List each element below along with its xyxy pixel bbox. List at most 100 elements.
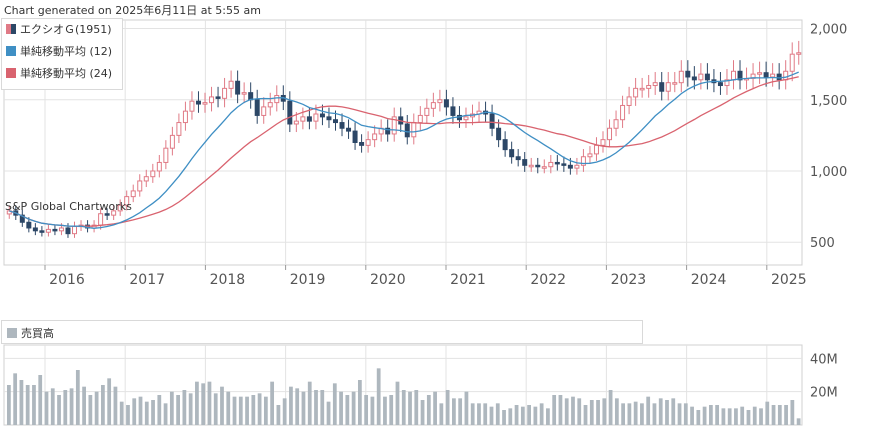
volume-bar [88, 395, 93, 425]
volume-bar [658, 398, 663, 425]
volume-bar [633, 401, 638, 425]
volume-legend: 売買高 [1, 320, 643, 344]
legend-item-price[interactable]: エクシオＧ(1951) [6, 22, 112, 38]
candle-body [26, 221, 32, 229]
volume-bar [614, 398, 619, 425]
candle-body [607, 127, 613, 141]
volume-bar [188, 393, 193, 425]
volume-bar [734, 408, 738, 425]
volume-bar [38, 375, 43, 425]
volume-bar [520, 406, 525, 425]
candle-body [574, 164, 580, 169]
volume-bar [477, 403, 481, 425]
candle-body [450, 106, 456, 116]
candle-body [339, 122, 345, 129]
generated-note: Chart generated on 2025年6月11日 at 5:55 am [4, 4, 261, 17]
volume-bar [715, 405, 720, 425]
volume-bar [389, 395, 394, 425]
volume-bar [502, 410, 506, 425]
x-tick-label: 2016 [49, 272, 85, 288]
volume-bar [646, 396, 651, 425]
candle-body [319, 113, 325, 118]
candle-body [45, 228, 51, 233]
candle-body [261, 106, 267, 116]
volume-bar [63, 390, 68, 425]
volume-bar [314, 390, 318, 425]
candle-body [502, 139, 508, 151]
volume-bar [157, 395, 162, 425]
volume-bar [289, 386, 293, 425]
volume-bar [75, 370, 80, 425]
sma24-line [9, 76, 799, 227]
candle-body [796, 52, 802, 55]
candle-body [189, 100, 195, 112]
volume-bar [220, 386, 224, 425]
legend-item-sma12[interactable]: 単純移動平均 (12) [6, 44, 112, 60]
candle-body [443, 99, 449, 108]
volume-bar [151, 400, 155, 425]
candle-body [496, 127, 502, 141]
candle-body [111, 210, 117, 216]
volume-bar [652, 403, 657, 425]
volume-bar [439, 403, 444, 425]
volume-bar [577, 398, 582, 425]
candle-body [182, 110, 188, 124]
candle-body [222, 87, 228, 99]
volume-bar [163, 403, 168, 425]
candle-body [150, 170, 156, 178]
x-tick-label: 2018 [210, 272, 246, 288]
volume-bar [7, 385, 11, 425]
volume-bar [326, 401, 331, 425]
volume-bar [376, 368, 381, 425]
volume-bar [414, 390, 419, 425]
price-legend: エクシオＧ(1951) 単純移動平均 (12) 単純移動平均 (24) [1, 18, 123, 90]
volume-bar [213, 393, 218, 425]
volume-bar [752, 406, 757, 425]
volume-bar [495, 403, 500, 425]
candle-body [587, 153, 593, 158]
candle-body [633, 87, 639, 98]
candle-body [770, 73, 776, 78]
volume-bar [583, 405, 588, 425]
volume-bar [251, 395, 256, 425]
volume-bar [339, 391, 343, 425]
candle-body [235, 80, 241, 95]
volume-bar [19, 380, 24, 425]
candle-body [300, 116, 306, 122]
volume-bar [332, 383, 337, 425]
y-tick-label: 1,500 [810, 94, 847, 109]
x-tick-label: 2021 [450, 272, 486, 288]
volume-bar [445, 390, 450, 425]
candle-body [254, 99, 260, 116]
x-tick-label: 2019 [290, 272, 326, 288]
candle-body [202, 102, 208, 105]
candle-body [209, 96, 215, 104]
candle-body [104, 213, 110, 216]
volume-bar [426, 395, 431, 425]
y-tick-label: 2,000 [810, 23, 847, 38]
candle-body [678, 70, 684, 84]
candle-body [124, 196, 130, 206]
candle-body [19, 214, 25, 223]
volume-bar [401, 390, 406, 425]
candle-body [117, 204, 123, 212]
volume-bar [702, 406, 707, 425]
volume-bar [433, 391, 437, 425]
candle-body [391, 116, 397, 135]
candle-body [691, 76, 697, 81]
volume-bar [195, 381, 199, 425]
legend-label: 売買高 [21, 327, 54, 340]
candle-body [352, 130, 358, 143]
candle-body [783, 70, 789, 81]
volume-bar [50, 388, 55, 425]
legend-label: 単純移動平均 (12) [20, 45, 113, 58]
candle-body [789, 53, 795, 72]
volume-bar [13, 373, 18, 425]
candle-body [326, 116, 332, 121]
volume-tick-label: 20M [810, 386, 838, 401]
candle-body [535, 164, 541, 168]
legend-item-sma24[interactable]: 単純移動平均 (24) [6, 66, 112, 82]
candle-body [580, 156, 586, 166]
legend-item-volume[interactable]: 売買高 [2, 325, 54, 341]
volume-bar [69, 388, 74, 425]
